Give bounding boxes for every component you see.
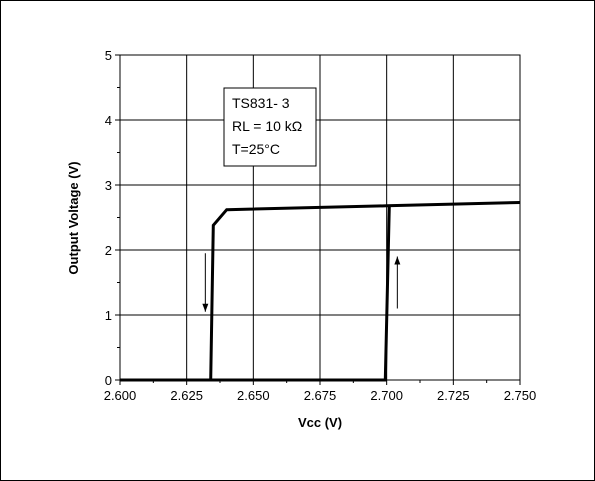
y-tick-label: 5 [105, 48, 112, 63]
annotation-line-device: TS831- 3 [232, 95, 290, 111]
series-line-2 [120, 205, 391, 382]
x-axis-label: Vcc (V) [298, 415, 342, 430]
x-tick-label: 2.750 [504, 388, 537, 403]
annotation-box [223, 87, 317, 167]
x-tick-label: 2.625 [170, 388, 203, 403]
annotation-line-temp: T=25°C [232, 141, 280, 157]
x-tick-labels: 2.600 2.625 2.650 2.675 2.700 2.725 2.750 [104, 388, 537, 403]
y-tick-labels: 0 1 2 3 4 5 [105, 48, 112, 388]
y-tick-label: 1 [105, 308, 112, 323]
x-tick-label: 2.650 [237, 388, 270, 403]
arrow-up [394, 256, 401, 309]
annotation-line-load: RL = 10 kΩ [232, 118, 302, 134]
y-tick-label: 4 [105, 113, 112, 128]
x-tick-label: 2.600 [104, 388, 137, 403]
x-tick-label: 2.675 [304, 388, 337, 403]
series-group [120, 201, 521, 382]
y-tick-label: 0 [105, 373, 112, 388]
x-tick-label: 2.700 [370, 388, 403, 403]
y-tick-label: 2 [105, 243, 112, 258]
x-tick-label: 2.725 [437, 388, 470, 403]
direction-arrows [202, 253, 401, 312]
axis-ticks [115, 54, 521, 385]
y-tick-label: 3 [105, 178, 112, 193]
arrow-down [202, 253, 209, 312]
y-axis-label: Output Voltage (V) [66, 161, 81, 274]
grid-lines [120, 55, 520, 380]
